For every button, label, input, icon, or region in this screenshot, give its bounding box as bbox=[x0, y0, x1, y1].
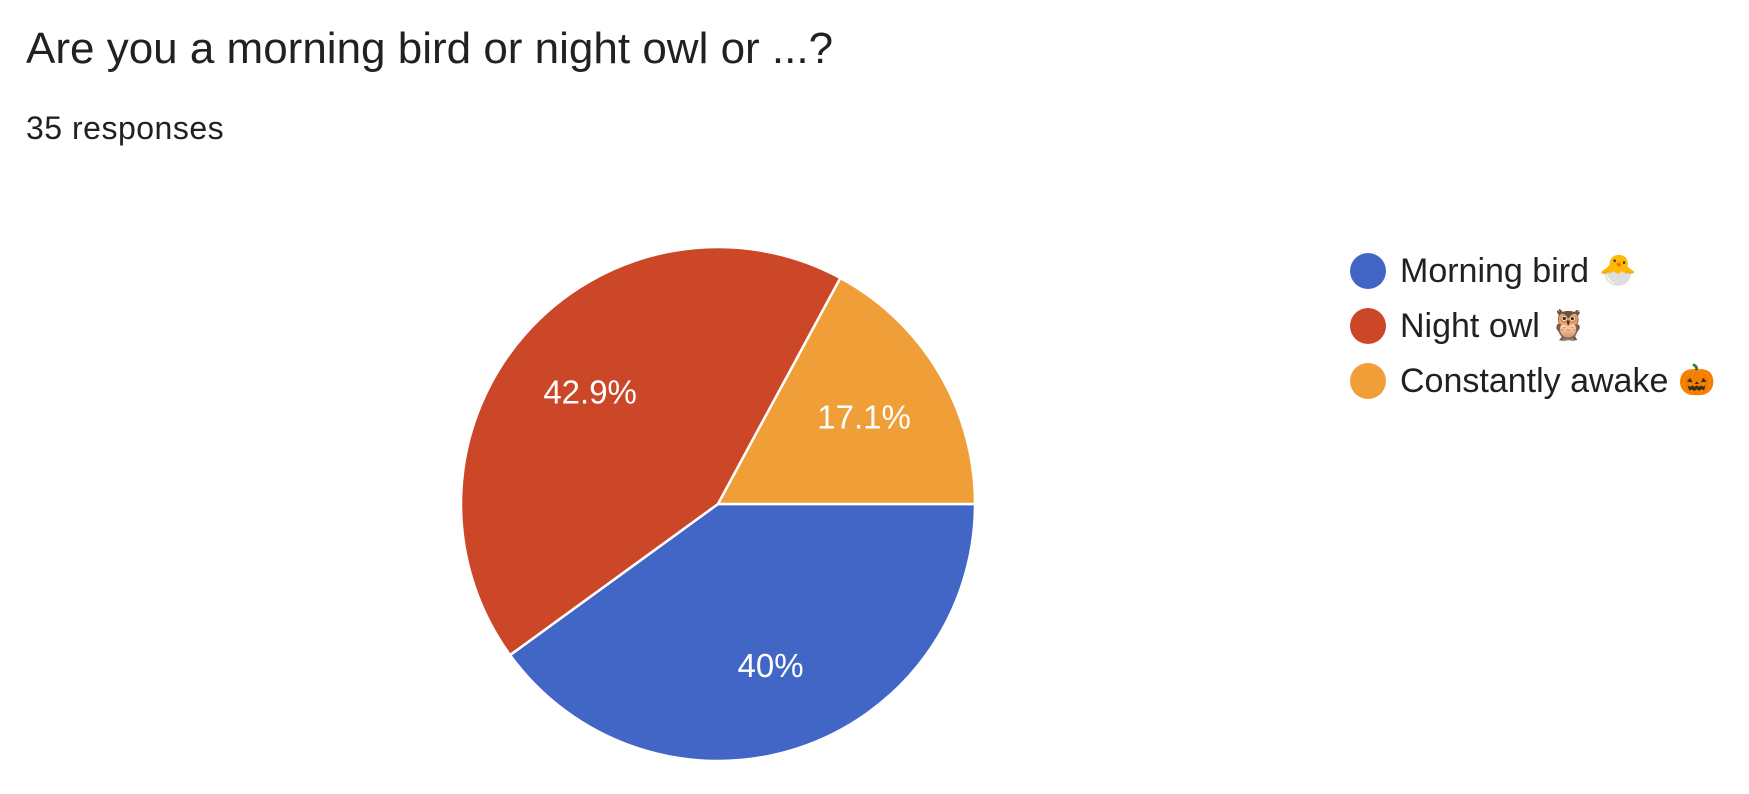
owl-icon: 🦉 bbox=[1549, 308, 1588, 342]
pie-slice-night-owl[interactable] bbox=[459, 245, 842, 657]
pie-slice-label-morning-bird: 40% bbox=[738, 647, 804, 684]
pie-slice-label-constantly-awake: 17.1% bbox=[817, 399, 911, 436]
response-count: 35 responses bbox=[26, 110, 225, 146]
legend-item-morning-bird[interactable]: Morning bird 🐣 bbox=[1350, 243, 1716, 298]
pie-slice-morning-bird[interactable] bbox=[508, 502, 977, 763]
legend-label: Constantly awake bbox=[1400, 361, 1669, 400]
pie-slice-constantly-awake[interactable] bbox=[716, 276, 977, 506]
hatching-chick-icon: 🐣 bbox=[1598, 253, 1637, 287]
legend-item-night-owl[interactable]: Night owl 🦉 bbox=[1350, 298, 1716, 353]
legend-swatch-morning-bird bbox=[1350, 252, 1386, 289]
jack-o-lantern-icon: 🎃 bbox=[1678, 363, 1716, 397]
legend-label: Night owl bbox=[1400, 306, 1540, 345]
pie-slice-label-night-owl: 42.9% bbox=[543, 373, 637, 410]
legend-item-constantly-awake[interactable]: Constantly awake 🎃 bbox=[1350, 353, 1716, 408]
legend-swatch-constantly-awake bbox=[1350, 362, 1386, 399]
question-title: Are you a morning bird or night owl or .… bbox=[26, 24, 834, 73]
legend-swatch-night-owl bbox=[1350, 307, 1386, 344]
chart-legend: Morning bird 🐣 Night owl 🦉 Constantly aw… bbox=[1350, 243, 1716, 408]
legend-label: Morning bird bbox=[1400, 251, 1589, 290]
